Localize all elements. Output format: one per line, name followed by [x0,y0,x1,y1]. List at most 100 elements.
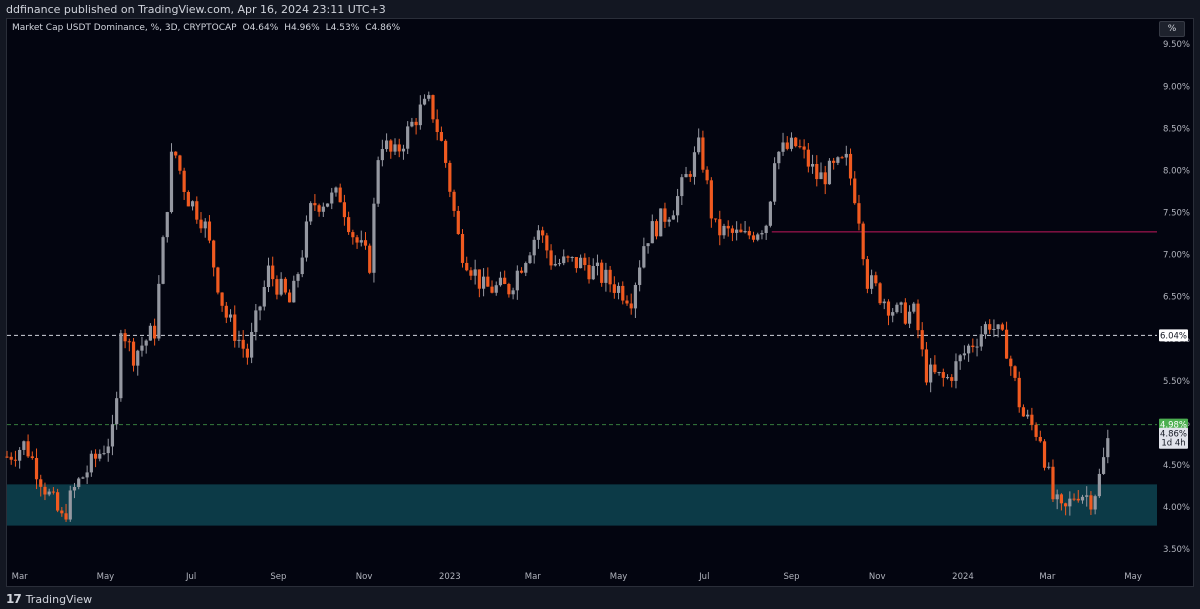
tradingview-brand: TradingView [25,592,93,606]
candle-body [735,229,739,233]
candle-body [254,310,258,333]
candle-body [1047,466,1051,468]
candle-body [228,314,233,318]
candle-body [178,155,182,171]
support-zone-layer [7,484,1157,526]
candle-body [941,372,945,378]
legend-part: L4.53% [326,23,360,33]
candle-body [190,201,195,207]
candle-body [625,300,629,304]
tradingview-logo[interactable]: 17 TradingView [6,592,92,606]
candle-body [857,203,861,224]
x-tick-label: Nov [356,572,373,582]
candle-body [549,250,553,266]
candle-body [271,265,275,280]
candle-body [680,177,684,197]
candle-body [469,270,473,276]
candle-body [39,479,43,487]
candle-body [979,334,983,347]
candle-body [452,191,456,211]
candles-layer [5,91,1110,522]
candle-body [376,160,380,204]
candle-body [853,178,857,204]
candle-body [56,492,60,511]
candle-body [945,377,950,379]
candle-body [541,230,545,236]
candle-body [1055,494,1059,500]
candle-body [519,270,524,273]
candle-body [43,486,47,495]
candle-body [756,234,760,240]
candle-body [444,140,448,163]
candle-body [22,441,26,450]
candle-body [503,277,507,285]
candle-body [608,269,612,285]
candle-body [325,203,330,207]
candle-body [642,246,646,268]
candle-body [848,153,853,179]
candle-body [819,172,823,180]
candle-body [1000,324,1004,330]
candle-body [275,279,279,295]
candle-body [507,284,511,295]
candle-body [836,157,840,163]
candle-body [153,325,157,339]
candle-body [85,472,89,478]
candle-body [992,328,996,330]
candle-body [967,345,971,354]
candle-body [1059,494,1064,504]
candle-body [827,160,832,185]
x-tick-label: May [97,572,115,582]
last-price-label: 4.86% [1160,430,1187,440]
percent-scale-button[interactable]: % [1159,21,1185,37]
candle-body [1064,503,1068,507]
candle-body [393,144,397,152]
candle-body [258,306,262,311]
legend-part: O4.64% [243,23,279,33]
candle-body [72,486,77,491]
candle-body [692,152,697,177]
countdown-label: 1d 4h [1161,439,1185,449]
candle-body [1051,466,1055,500]
candle-body [983,324,988,335]
candle-body [174,151,178,156]
candle-body [688,174,692,177]
candle-body [760,233,764,235]
candle-body [334,187,338,193]
candle-body [1106,438,1110,458]
candle-body [1004,329,1009,359]
candle-body [1076,498,1080,501]
candle-body [131,341,136,366]
candle-body [309,203,313,222]
candle-body [764,225,768,234]
candle-body [1017,377,1021,408]
candle-body [1013,366,1017,378]
candle-body [604,269,608,283]
candle-body [882,301,886,304]
level-4-98-label: 4.98% [1160,421,1187,431]
candle-body [486,276,490,287]
x-tick-label: Jul [185,572,196,582]
candle-body [583,257,587,266]
candle-body [806,149,810,167]
candle-body [638,267,642,285]
candle-body [511,290,515,295]
candle-body [798,146,802,148]
candle-body [907,311,912,324]
candle-body [342,202,347,218]
candle-body [785,142,789,149]
candle-body [1038,436,1042,442]
candle-body [224,305,228,318]
candle-body [473,269,477,276]
candle-body [1089,495,1093,510]
x-tick-label: May [610,572,628,582]
y-tick-label: 5.50% [1163,377,1190,387]
x-tick-label: Jul [698,572,709,582]
candle-body [870,275,874,289]
candle-body [675,196,680,216]
candle-body [718,219,722,236]
candle-body [570,256,574,258]
x-tick-label: 2024 [952,572,974,582]
candle-body [64,513,68,520]
